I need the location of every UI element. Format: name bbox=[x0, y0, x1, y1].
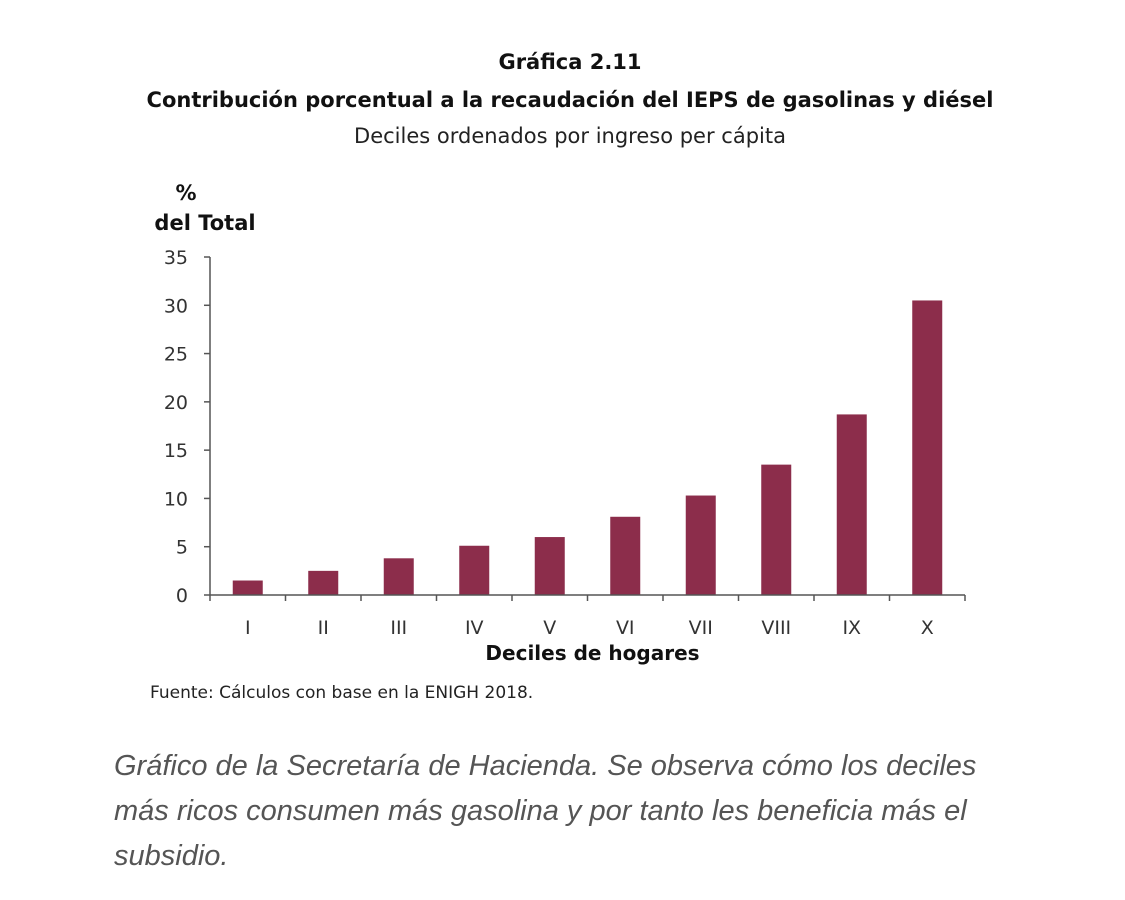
bar-ii bbox=[308, 570, 339, 595]
chart-title: Gráfica 2.11 bbox=[498, 50, 642, 74]
y-axis-title: % del Total bbox=[154, 181, 255, 235]
bar-iv bbox=[459, 545, 490, 595]
x-tick-label: II bbox=[318, 617, 329, 639]
y-tick-label: 10 bbox=[164, 488, 188, 510]
y-tick-label: 35 bbox=[164, 247, 188, 269]
bar-i bbox=[232, 580, 263, 595]
y-tick-label: 0 bbox=[176, 585, 188, 607]
bar-vii bbox=[685, 495, 716, 595]
x-axis-title: Deciles de hogares bbox=[485, 641, 699, 665]
bar-vi bbox=[610, 516, 641, 595]
y-tick-label: 25 bbox=[164, 344, 188, 366]
source-note: Fuente: Cálculos con base en la ENIGH 20… bbox=[150, 683, 534, 703]
x-tick-label: I bbox=[245, 617, 251, 639]
chart-subtitle: Contribución porcentual a la recaudación… bbox=[146, 88, 994, 112]
y-axis-title-line: % bbox=[175, 181, 196, 205]
y-axis-title-line: del Total bbox=[154, 211, 255, 235]
bar-viii bbox=[761, 464, 792, 595]
chart-description: Deciles ordenados por ingreso per cápita bbox=[354, 124, 786, 148]
y-tick-label: 15 bbox=[164, 440, 188, 462]
x-tick-label: VIII bbox=[761, 617, 791, 639]
bar-x bbox=[912, 300, 943, 595]
x-tick-label: V bbox=[543, 617, 556, 639]
x-tick-label: III bbox=[390, 617, 407, 639]
y-tick-label: 30 bbox=[164, 295, 188, 317]
bar-iii bbox=[383, 558, 414, 595]
x-tick-label: X bbox=[921, 617, 934, 639]
y-tick-label: 5 bbox=[176, 537, 188, 559]
x-tick-label: IX bbox=[842, 617, 861, 639]
bars bbox=[232, 300, 943, 595]
bar-v bbox=[534, 537, 565, 595]
x-tick-label: VII bbox=[689, 617, 713, 639]
y-axis: 0 5 10 15 20 25 30 35 bbox=[164, 247, 211, 607]
y-tick-label: 20 bbox=[164, 392, 188, 414]
x-tick-label: VI bbox=[616, 617, 635, 639]
x-tick-label: IV bbox=[465, 617, 484, 639]
bar-ix bbox=[836, 414, 867, 595]
image-caption: Gráfico de la Secretaría de Hacienda. Se… bbox=[114, 750, 977, 872]
